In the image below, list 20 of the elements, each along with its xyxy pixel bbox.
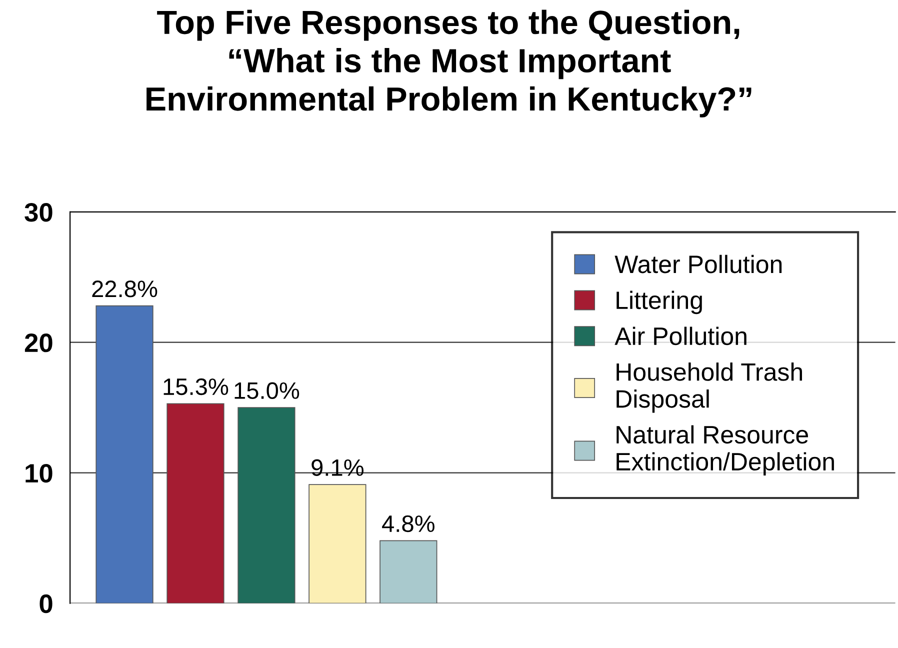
- legend-label: Natural Resource Extinction/Depletion: [616, 425, 834, 476]
- legend-label: Air Pollution: [614, 326, 746, 346]
- chart-title: Top Five Responses to the Question, “What is the Most Important Environmental Problem in Kentucky?”: [146, 10, 752, 118]
- data-label: 15.0%: [234, 382, 300, 400]
- bar: [238, 407, 296, 604]
- legend-label: Water Pollution: [614, 254, 782, 274]
- legend-label: Littering: [616, 290, 702, 314]
- y-tick-label: 20: [24, 333, 52, 352]
- y-tick-label: 30: [24, 203, 52, 222]
- y-tick-label: 0: [40, 594, 52, 614]
- data-label: 4.8%: [382, 515, 434, 532]
- bar: [166, 403, 224, 604]
- data-label: 15.3%: [164, 378, 228, 396]
- data-label: 9.1%: [312, 459, 364, 476]
- bar: [96, 305, 154, 604]
- bar: [308, 484, 366, 604]
- bar: [380, 540, 438, 604]
- data-label: 22.8%: [92, 280, 158, 298]
- y-tick-label: 10: [26, 464, 52, 483]
- legend-label: Household Trash Disposal: [616, 362, 802, 413]
